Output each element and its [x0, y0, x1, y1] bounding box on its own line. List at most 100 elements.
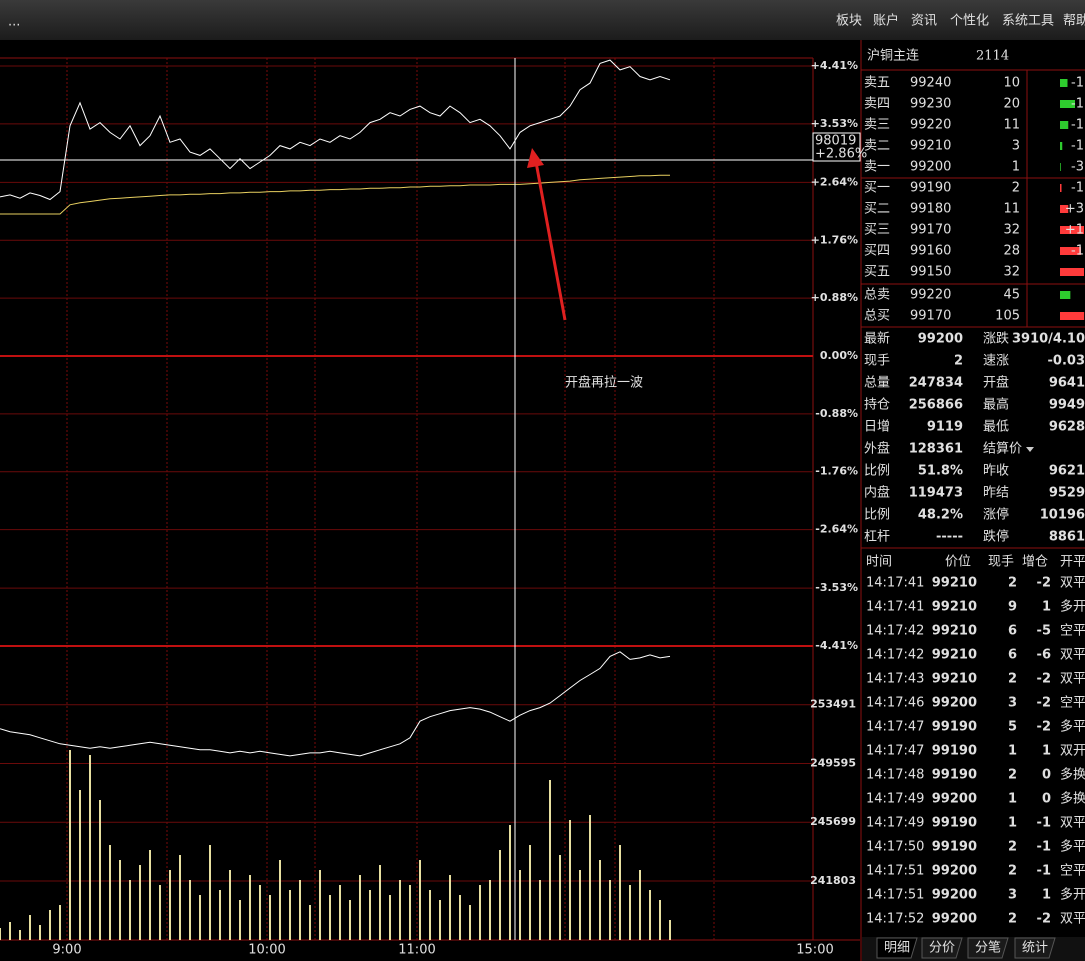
- book-qty: 105: [995, 309, 1020, 324]
- volume-bar: [209, 845, 211, 940]
- trade-oi: -1: [1037, 864, 1051, 879]
- stat-label: 现手: [864, 354, 890, 369]
- volume-bar: [379, 865, 381, 940]
- stat-label: 涨停: [983, 507, 1009, 523]
- menu-item[interactable]: 板块: [836, 14, 862, 29]
- volume-bar: [109, 845, 111, 940]
- book-label: 买一: [864, 181, 890, 196]
- tab-shape[interactable]: [967, 937, 1009, 959]
- book-change: -1: [1071, 118, 1084, 133]
- volume-bar: [589, 815, 591, 940]
- volume-bar: [239, 900, 241, 940]
- stat-value: 3910/4.10: [1012, 332, 1085, 347]
- volume-bar: [219, 890, 221, 940]
- book-bar: [1060, 100, 1075, 108]
- dropdown[interactable]: [1026, 447, 1034, 452]
- x-tick-label: 11:00: [398, 943, 435, 958]
- tab[interactable]: 分价: [929, 941, 955, 956]
- trade-oi: 0: [1042, 792, 1051, 807]
- book-price: 99150: [910, 265, 951, 280]
- volume-bar: [609, 880, 611, 940]
- trade-price: 99190: [932, 840, 977, 855]
- book-bar: [1060, 205, 1069, 213]
- book-label: 总买: [864, 309, 890, 324]
- volume-bar: [89, 755, 91, 940]
- trade-time: 14:17:47: [866, 720, 924, 735]
- tab-shape[interactable]: [1014, 937, 1056, 959]
- trade-type: 多开: [1060, 887, 1085, 903]
- book-qty: 11: [1003, 118, 1020, 133]
- trade-type: 多换: [1060, 791, 1085, 807]
- menu-item[interactable]: 资讯: [911, 14, 937, 29]
- symbol-code: 2114: [976, 49, 1009, 64]
- tab[interactable]: 明细: [884, 941, 910, 956]
- volume-bar: [519, 870, 521, 940]
- volume-bar: [579, 870, 581, 940]
- menu-item[interactable]: 账户: [873, 13, 899, 29]
- volume-bar: [499, 850, 501, 940]
- book-qty: 45: [1003, 288, 1020, 303]
- trade-oi: -5: [1037, 624, 1051, 639]
- stat-value: 2: [954, 354, 963, 369]
- volume-bar: [229, 870, 231, 940]
- book-label: 卖二: [864, 139, 890, 154]
- volume-bar: [649, 890, 651, 940]
- menu-item[interactable]: 系统工具: [1002, 14, 1054, 29]
- x-tick-label: 15:00: [796, 943, 833, 958]
- stat-label: 速涨: [983, 354, 1009, 369]
- volume-bar: [279, 860, 281, 940]
- volume-bar: [269, 895, 271, 940]
- trade-time: 14:17:51: [866, 864, 924, 879]
- volume-bar: [259, 885, 261, 940]
- volume-bar: [529, 845, 531, 940]
- trade-time: 14:17:42: [866, 648, 924, 663]
- book-qty: 32: [1003, 265, 1020, 280]
- symbol-name: 沪铜主连: [867, 48, 919, 64]
- trade-oi: -2: [1037, 720, 1051, 735]
- menu-item[interactable]: 个性化: [950, 14, 989, 29]
- trade-time: 14:17:41: [866, 576, 924, 591]
- tab-shape[interactable]: [876, 937, 918, 959]
- stat-value: 10196: [1040, 508, 1085, 523]
- volume-bar: [549, 780, 551, 940]
- stat-value: 9641: [1049, 376, 1085, 391]
- trade-price: 99200: [932, 696, 977, 711]
- stat-label: 杠杆: [864, 529, 890, 545]
- y-tick-label: +1.76%: [811, 233, 858, 246]
- y-tick-label: -2.64%: [815, 523, 858, 536]
- trade-time: 14:17:48: [866, 768, 924, 783]
- tab[interactable]: 统计: [1022, 941, 1048, 956]
- stat-label: 内盘: [864, 485, 890, 501]
- trade-time: 14:17:41: [866, 600, 924, 615]
- volume-bar: [359, 875, 361, 940]
- book-qty: 1: [1012, 160, 1020, 175]
- book-qty: 32: [1003, 223, 1020, 238]
- more-button[interactable]: ...: [8, 15, 20, 30]
- menu-item[interactable]: 帮助: [1063, 14, 1085, 29]
- trade-type: 双平: [1060, 672, 1085, 687]
- trade-price: 99190: [932, 816, 977, 831]
- tab-shape[interactable]: [921, 937, 963, 959]
- oi-tick-label: 249595: [810, 756, 856, 769]
- book-change: -1: [1071, 244, 1084, 259]
- book-qty: 2: [1012, 181, 1020, 196]
- trade-oi: 1: [1042, 888, 1051, 903]
- trade-qty: 6: [1008, 624, 1017, 639]
- trade-oi: -2: [1037, 912, 1051, 927]
- stat-label: 涨跌: [983, 331, 1009, 347]
- stat-label: 开盘: [983, 375, 1009, 391]
- stat-label: 最低: [983, 420, 1009, 435]
- stat-value: 99200: [918, 332, 963, 347]
- volume-bar: [329, 895, 331, 940]
- volume-bar: [409, 885, 411, 940]
- volume-bar: [29, 915, 31, 940]
- cursor-pct: +2.86%: [815, 147, 867, 162]
- oi-line: [0, 651, 671, 757]
- trade-type: 多开: [1060, 599, 1085, 615]
- trade-header: 价位: [945, 555, 971, 570]
- trade-qty: 3: [1008, 888, 1017, 903]
- time-grid: [66, 58, 715, 940]
- tab[interactable]: 分笔: [975, 940, 1001, 956]
- trade-oi: -1: [1037, 840, 1051, 855]
- trade-type: 空平: [1060, 864, 1085, 879]
